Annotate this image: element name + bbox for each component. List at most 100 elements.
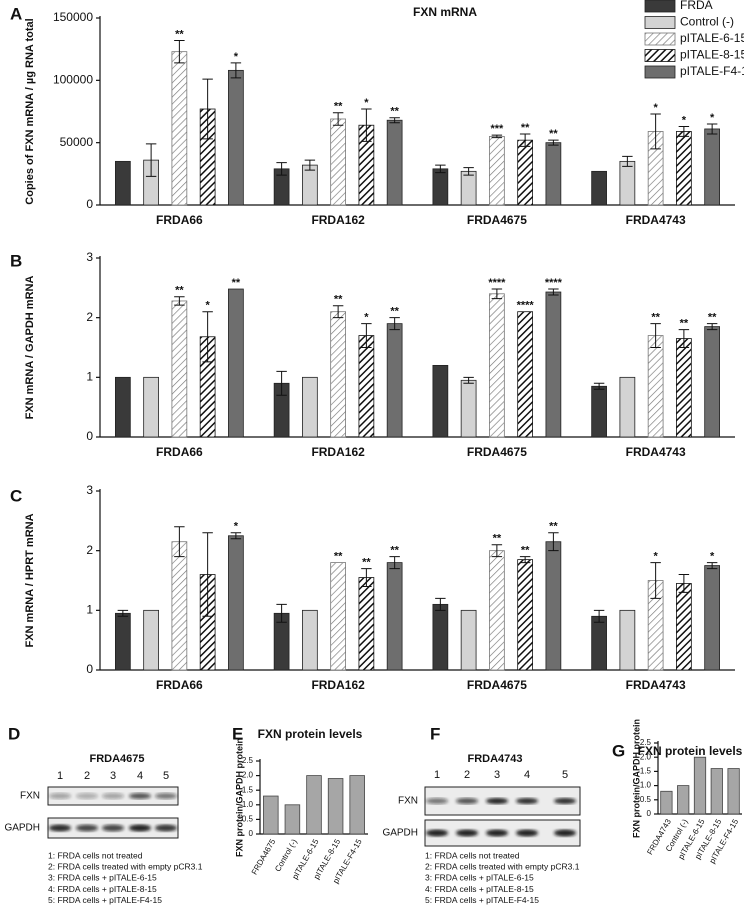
blot-band	[129, 793, 151, 799]
bar	[228, 535, 244, 671]
error-bar	[276, 370, 287, 396]
blot-band	[76, 824, 98, 832]
x-tick-label: FRDA66	[156, 678, 203, 692]
significance-label: *	[234, 521, 239, 533]
error-bar	[519, 556, 531, 564]
blot-note: 5: FRDA cells + pITALE-F4-15	[48, 895, 162, 905]
blot-title: FRDA4675	[89, 753, 144, 765]
blot-title: FRDA4743	[467, 753, 522, 765]
x-tick-label: FRDA4675	[467, 213, 527, 227]
blot-band	[102, 793, 124, 799]
x-tick-label: FRDA4675	[467, 678, 527, 692]
significance-label: **	[334, 101, 343, 113]
bar	[676, 338, 692, 438]
legend-label: pITALE-8-15	[680, 48, 744, 62]
error-bar	[389, 556, 400, 570]
error-bar	[435, 597, 446, 611]
bar	[358, 577, 375, 671]
chart-title: FXN protein levels	[638, 744, 743, 758]
bar	[704, 326, 721, 438]
significance-label: **	[232, 277, 241, 289]
blot-band	[49, 793, 71, 799]
bar	[460, 379, 477, 438]
bar	[114, 612, 131, 671]
panel-label: B	[10, 251, 22, 270]
y-axis-title: FXN mRNA / GAPDH mRNA	[24, 276, 36, 420]
error-bar	[276, 603, 287, 623]
y-tick-label: 3	[86, 483, 93, 497]
error-bar	[230, 532, 242, 540]
bar	[114, 376, 131, 438]
error-bar	[361, 323, 372, 348]
x-tick-label: FRDA4675	[467, 445, 527, 459]
lane-number: 4	[137, 770, 143, 782]
bar	[517, 311, 533, 438]
y-tick-label: 1.0	[640, 781, 652, 790]
error-bar	[174, 296, 185, 306]
bar	[545, 291, 562, 438]
blot-band	[554, 798, 576, 804]
blot-band	[516, 829, 538, 837]
bar	[704, 565, 721, 671]
lane-number: 2	[84, 770, 90, 782]
error-bar	[491, 288, 503, 300]
chart-title: FXN protein levels	[258, 727, 363, 741]
significance-label: ****	[517, 300, 535, 312]
bar	[263, 795, 279, 835]
bar	[545, 541, 562, 671]
significance-label: *	[205, 300, 210, 312]
bar	[306, 775, 322, 835]
error-bar	[174, 39, 185, 64]
significance-label: *	[682, 114, 687, 126]
y-tick-label: 0	[86, 429, 93, 443]
lane-number: 3	[110, 770, 116, 782]
bar	[302, 164, 318, 206]
bar	[676, 131, 692, 206]
y-tick-label: 50000	[60, 135, 94, 149]
lane-number: 2	[464, 769, 470, 781]
bar	[710, 768, 723, 815]
bar	[460, 170, 477, 206]
significance-label: *	[364, 97, 369, 109]
bar	[330, 562, 346, 671]
error-bar	[519, 133, 531, 147]
significance-label: **	[390, 306, 399, 318]
x-tick-label: FRDA4743	[626, 445, 686, 459]
significance-label: **	[680, 318, 689, 330]
blot-note: 2: FRDA cells treated with empty pCR3.1	[48, 861, 203, 871]
legend-label: pITALE-6-15	[680, 31, 744, 45]
x-tick-label: FRDA4743	[626, 678, 686, 692]
bar	[330, 118, 346, 206]
y-tick-label: 1	[86, 370, 93, 384]
error-bar	[463, 167, 474, 176]
error-bar	[202, 532, 213, 617]
error-bar	[706, 323, 718, 331]
lane-number: 1	[434, 769, 440, 781]
blot-band	[426, 829, 448, 837]
chart-title: FXN mRNA	[413, 5, 477, 19]
bar	[693, 756, 707, 815]
blot-note: 1: FRDA cells not treated	[425, 850, 520, 860]
bar	[432, 168, 449, 206]
significance-label: **	[334, 294, 343, 306]
panel-label: E	[232, 724, 243, 743]
blot-note: 3: FRDA cells + pITALE-6-15	[425, 873, 534, 883]
x-tick-label: FRDA162	[311, 213, 365, 227]
row-label: GAPDH	[382, 828, 418, 839]
significance-label: **	[493, 533, 502, 545]
blot-note: 1: FRDA cells not treated	[48, 850, 143, 860]
significance-label: **	[549, 521, 558, 533]
bar	[489, 293, 505, 438]
panel-label: G	[612, 741, 625, 760]
y-tick-label: 2.5	[640, 738, 652, 747]
panel-label: D	[8, 724, 20, 743]
y-tick-label: 150000	[53, 10, 93, 24]
y-tick-label: 0	[86, 197, 93, 211]
y-tick-label: 0.5	[640, 795, 652, 804]
error-bar	[389, 117, 400, 124]
significance-label: **	[175, 285, 184, 297]
panel-label: F	[430, 724, 440, 743]
bar	[591, 385, 607, 438]
lane-number: 4	[524, 769, 530, 781]
row-label: FXN	[398, 796, 418, 807]
